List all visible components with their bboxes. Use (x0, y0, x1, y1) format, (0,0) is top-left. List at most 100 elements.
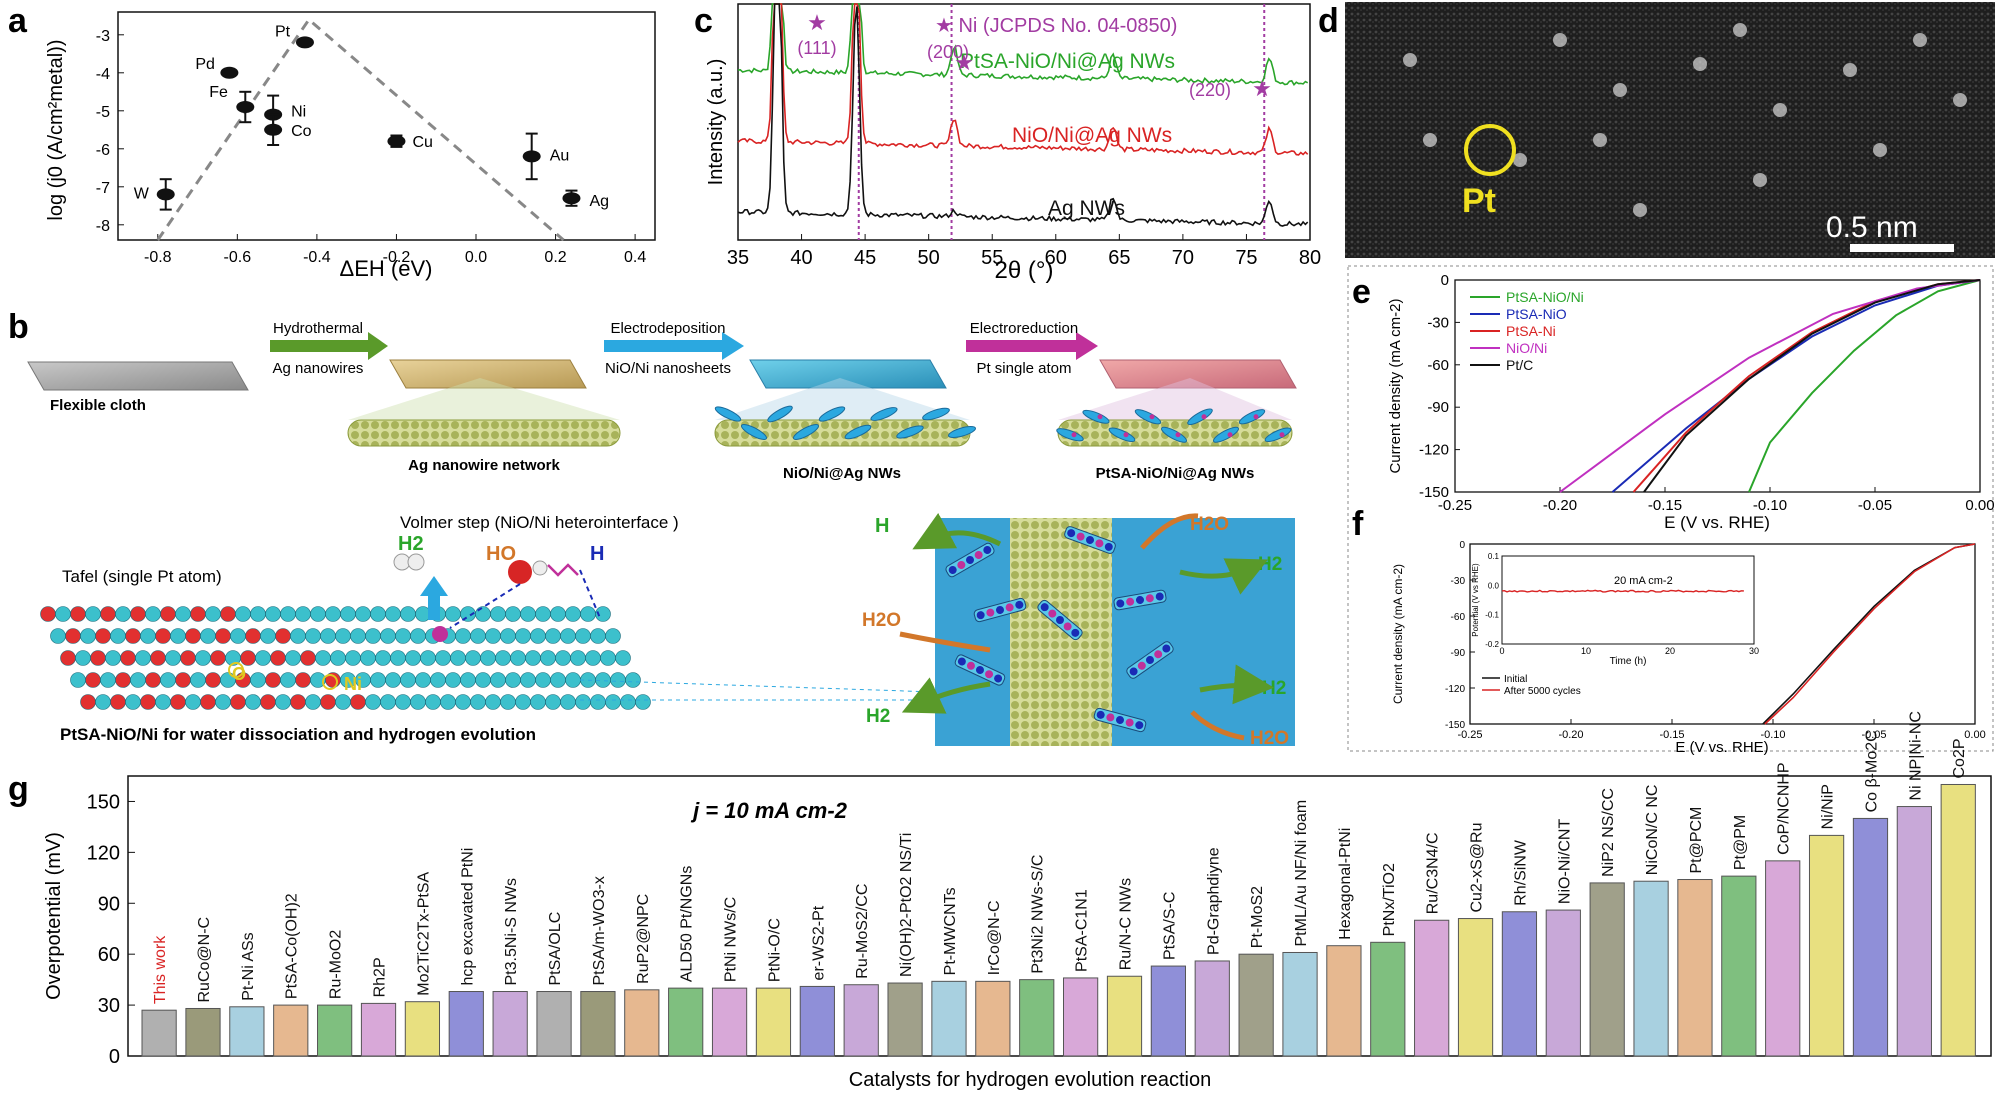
lattice-atom (140, 694, 156, 710)
lattice-atom (305, 628, 321, 644)
panel-f-frame (1469, 543, 1976, 725)
nanosheet (844, 424, 872, 440)
tem-bright-spot (1733, 23, 1747, 37)
lattice-atom (295, 672, 311, 688)
zoomed-wire-labels: H H2O H2 H2O H2 H2 H2O (862, 512, 1289, 749)
lattice-atom (205, 672, 221, 688)
lattice-atom (390, 650, 406, 666)
lattice-atom (290, 694, 306, 710)
star-icon: ★ (807, 10, 827, 35)
panel-label-c: c (694, 2, 713, 40)
tem-bright-spot (1403, 53, 1417, 67)
lattice-atom (185, 694, 201, 710)
peak-index-label: (200) (927, 42, 969, 62)
panel-e-ytick-label: -120 (1419, 442, 1449, 459)
lattice-atom (545, 694, 561, 710)
panel-a-xtick-label: 0.4 (624, 249, 646, 266)
panel-f-ytick-label: -90 (1451, 648, 1466, 659)
lattice-atom (595, 606, 611, 622)
bar (273, 1004, 309, 1057)
lattice-atom (220, 606, 236, 622)
point-label: Cu (412, 134, 432, 151)
lattice-atom (205, 606, 221, 622)
legend-label: Initial (1504, 674, 1527, 685)
arrow-hydrothermal: Hydrothermal Ag nanowires (270, 320, 388, 377)
lattice-atom (350, 694, 366, 710)
tem-scale-bar (1850, 244, 1954, 252)
zoom-atom (1086, 536, 1094, 544)
pt-atom-circle (1464, 124, 1516, 176)
inset-xtick-label: 10 (1581, 646, 1591, 656)
tem-bright-spot (1953, 93, 1967, 107)
atomic-lattice (40, 606, 651, 710)
lattice-atom (275, 628, 291, 644)
pt-single-atom (1097, 414, 1103, 420)
volcano-line (156, 17, 565, 242)
inset-ylabel: Potential (V vs RHE) (1471, 563, 1480, 637)
lattice-atom (550, 672, 566, 688)
zoom-atom (966, 556, 974, 564)
lattice-atom (410, 694, 426, 710)
bar-category-label: PtNx/TiO2 (1381, 863, 1398, 936)
lattice-atom (135, 650, 151, 666)
lattice-atom (165, 650, 181, 666)
bar (360, 1002, 397, 1057)
lattice-atom (85, 672, 101, 688)
bar-category-label: Cu2-xS@Ru (1469, 822, 1486, 912)
lattice-atom (445, 606, 461, 622)
zoom-atom (1116, 716, 1124, 724)
zoom-atom (1137, 661, 1146, 670)
nanosheet (870, 407, 898, 421)
lattice-atom (455, 628, 471, 644)
panel-f-xtick-label: -0.15 (1659, 729, 1684, 741)
bar-category-label: RuP2@NPC (635, 894, 652, 984)
zoom-atom (983, 546, 992, 554)
lattice-atom (360, 650, 376, 666)
lattice-atom (130, 672, 146, 688)
zoom-atom (1129, 667, 1138, 676)
lattice-atom (260, 694, 276, 710)
h2-molecule: H2 (393, 533, 448, 620)
lsv-curve (1632, 279, 1981, 493)
point-label: Ni (291, 104, 306, 121)
lattice-atom (75, 650, 91, 666)
lattice-atom (465, 650, 481, 666)
panel-g-xlabel: Catalysts for hydrogen evolution reactio… (849, 1069, 1211, 1091)
zoom-atom (1104, 542, 1113, 551)
zoom-atom (1146, 656, 1154, 664)
flexible-cloth-plate (27, 361, 249, 391)
bar-category-label: Pd-Graphdiyne (1205, 847, 1222, 955)
lattice-atom (410, 628, 426, 644)
lattice-atom (200, 628, 216, 644)
panel-a-xtick-label: 0.0 (465, 249, 487, 266)
lattice-atom (550, 606, 566, 622)
bar (229, 1006, 265, 1057)
lattice-atom (80, 694, 96, 710)
lattice-atom (125, 694, 141, 710)
panel-a-xtick-label: -0.8 (144, 249, 172, 266)
point-au (522, 150, 541, 163)
bar (1106, 975, 1143, 1057)
lattice-atom (545, 628, 561, 644)
nio-ni-plate (749, 359, 947, 389)
lattice-atom (460, 672, 476, 688)
inset-ytick-label: 0.0 (1488, 581, 1500, 590)
lattice-atom (560, 628, 576, 644)
h2-label: H2 (398, 533, 424, 555)
zoom-atom (966, 661, 975, 670)
nanosheet (922, 407, 950, 421)
panel-c-xtick-label: 75 (1235, 247, 1257, 269)
bar-category-label: NiP2 NS/CC (1600, 788, 1617, 877)
lattice-atom (420, 650, 436, 666)
lattice-atom (505, 606, 521, 622)
xrd-series-line (737, 3, 1309, 227)
panel-c-xtick-label: 60 (1045, 247, 1067, 269)
panel-a-ytick-label: -8 (96, 218, 110, 235)
star-icon: ★ (954, 50, 974, 75)
zoom-atom (976, 666, 984, 674)
nanosheet (1238, 409, 1266, 425)
bar-category-label: Ni NP|Ni-NC (1907, 711, 1924, 800)
lattice-atom (230, 694, 246, 710)
stage3-label: PtSA-NiO/Ni@Ag NWs (1096, 465, 1255, 482)
